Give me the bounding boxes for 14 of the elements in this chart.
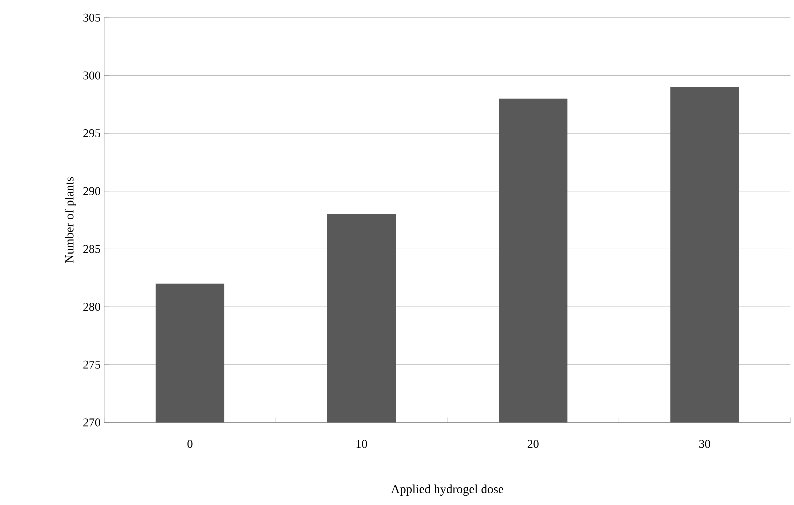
y-tick-label: 280 [84, 302, 100, 311]
y-tick-label: 295 [84, 129, 100, 138]
y-tick-label: 275 [84, 360, 100, 369]
y-tick-label: 285 [84, 245, 100, 254]
x-tick-label: 30 [700, 440, 710, 448]
x-tick-label: 10 [356, 440, 368, 448]
x-axis-title: Applied hydrogel dose [391, 484, 504, 496]
x-tick-label: 0 [188, 440, 193, 448]
x-tick-label: 20 [528, 440, 539, 448]
y-tick-label: 270 [84, 418, 100, 427]
y-tick-label: 305 [84, 14, 100, 22]
y-tick-label: 290 [84, 187, 100, 196]
y-tick-label: 300 [84, 72, 100, 80]
y-axis-title: Number of plants [64, 177, 76, 264]
